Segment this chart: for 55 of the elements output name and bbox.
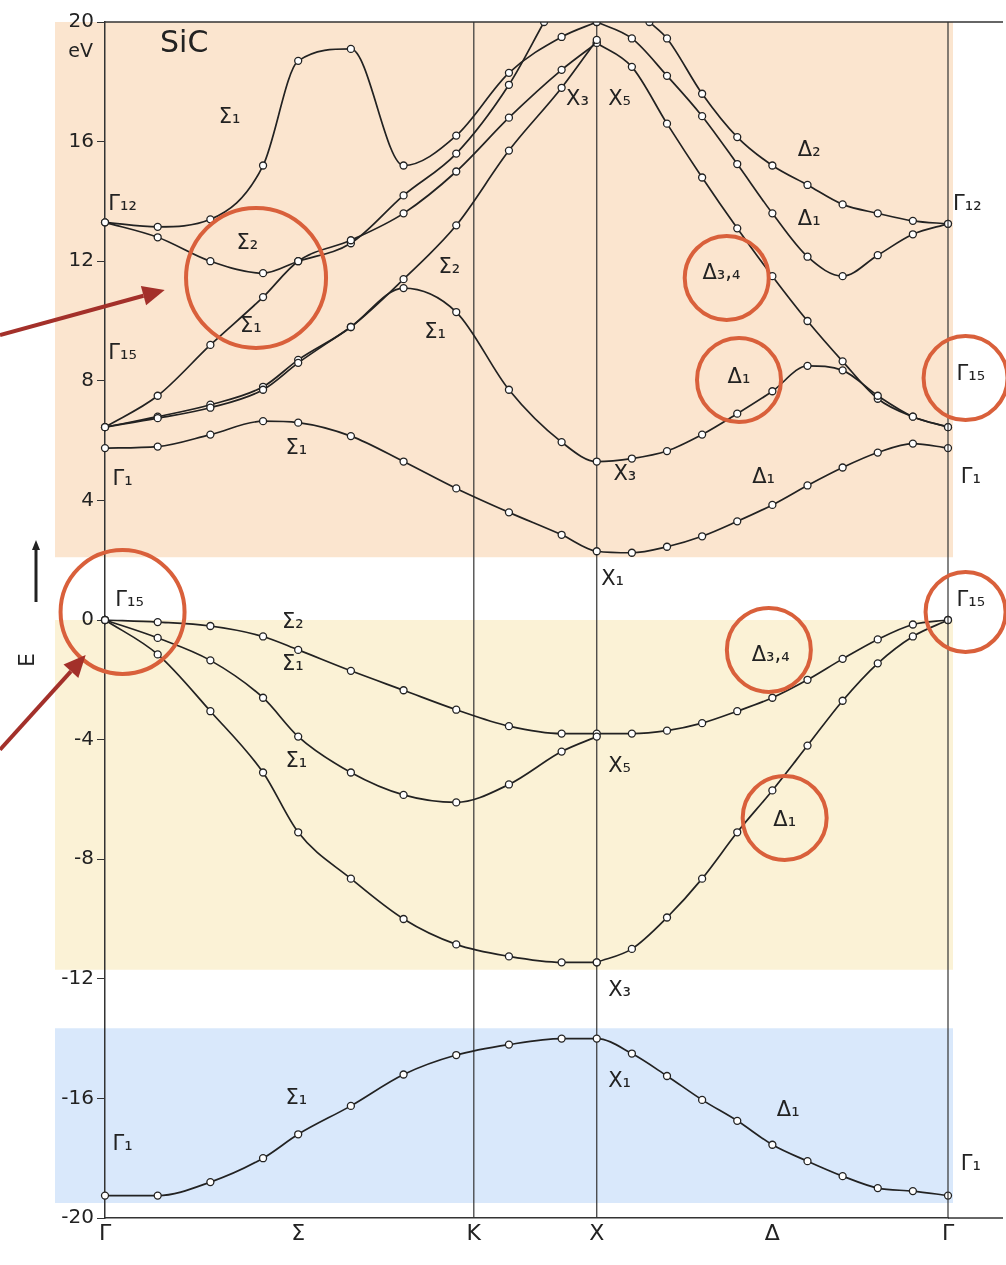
annotation: Δ₃,₄ <box>702 259 741 284</box>
annotation: Δ₁ <box>752 464 775 489</box>
y-tick-label: 8 <box>81 367 94 391</box>
annotation: X₅ <box>608 86 631 111</box>
annotation: Δ₁ <box>727 364 751 389</box>
x-tick-label: Γ <box>98 1219 112 1245</box>
annotation: Δ₂ <box>797 137 821 162</box>
annotation: Δ₁ <box>773 806 797 831</box>
annotation: Δ₁ <box>776 1096 800 1121</box>
annotation: Σ₁ <box>285 1084 308 1109</box>
annotation: Σ₁ <box>285 748 308 773</box>
x-tick-label: X <box>589 1219 605 1245</box>
annotation: Γ₁₅ <box>115 587 144 612</box>
text: eV <box>68 38 93 61</box>
annotation: Γ₁ <box>112 1131 133 1156</box>
y-tick-label: -4 <box>74 725 94 750</box>
y-tick-label: -20 <box>61 1204 94 1229</box>
text: Γ₁₂ <box>953 190 982 215</box>
y-tick-label: 4 <box>81 486 94 511</box>
x-tick-label: K <box>466 1219 482 1245</box>
y-tick-label: 12 <box>68 247 94 272</box>
annotation: Δ₁ <box>797 205 821 230</box>
annotation: Γ₁₂ <box>108 190 137 215</box>
y-tick-label: -8 <box>74 845 94 870</box>
y-tick-label: 0 <box>81 606 94 631</box>
annotation: Γ₁ <box>112 465 133 490</box>
annotation: X₁ <box>608 1068 631 1093</box>
y-tick-label: 16 <box>68 127 94 152</box>
annotation: Σ₁ <box>424 319 447 344</box>
annotation: Σ₁ <box>218 104 241 129</box>
annotation: Σ₁ <box>239 313 262 338</box>
text: Γ₁ <box>960 1150 981 1175</box>
annotation: Δ₃,₄ <box>751 642 790 667</box>
annotation: Γ₁₅ <box>108 340 137 365</box>
annotation: Σ₂ <box>438 253 461 278</box>
annotation: X₅ <box>608 752 631 777</box>
annotation: Σ₁ <box>285 434 308 459</box>
annotation: X₃ <box>613 461 637 486</box>
annotation: X₃ <box>566 86 589 111</box>
chart-title: SiC <box>160 23 209 59</box>
annotation: Σ₂ <box>282 609 304 634</box>
annotation: X₃ <box>608 977 631 1002</box>
annotation: Σ₁ <box>282 651 304 676</box>
y-tick-label: -12 <box>61 965 94 989</box>
text: Γ₁₅ <box>956 587 986 612</box>
x-tick-label: Δ <box>764 1219 780 1245</box>
annotation: X₁ <box>601 566 624 591</box>
text: Γ₁₅ <box>956 361 986 386</box>
y-tick-label: -16 <box>61 1084 94 1109</box>
x-tick-label: Γ <box>941 1219 955 1245</box>
text: Γ₁ <box>960 464 981 489</box>
y-tick-label: 20 <box>68 8 94 33</box>
x-tick-label: Σ <box>291 1219 306 1245</box>
annotation: Σ₂ <box>236 229 259 254</box>
y-axis-title: E <box>13 653 39 667</box>
